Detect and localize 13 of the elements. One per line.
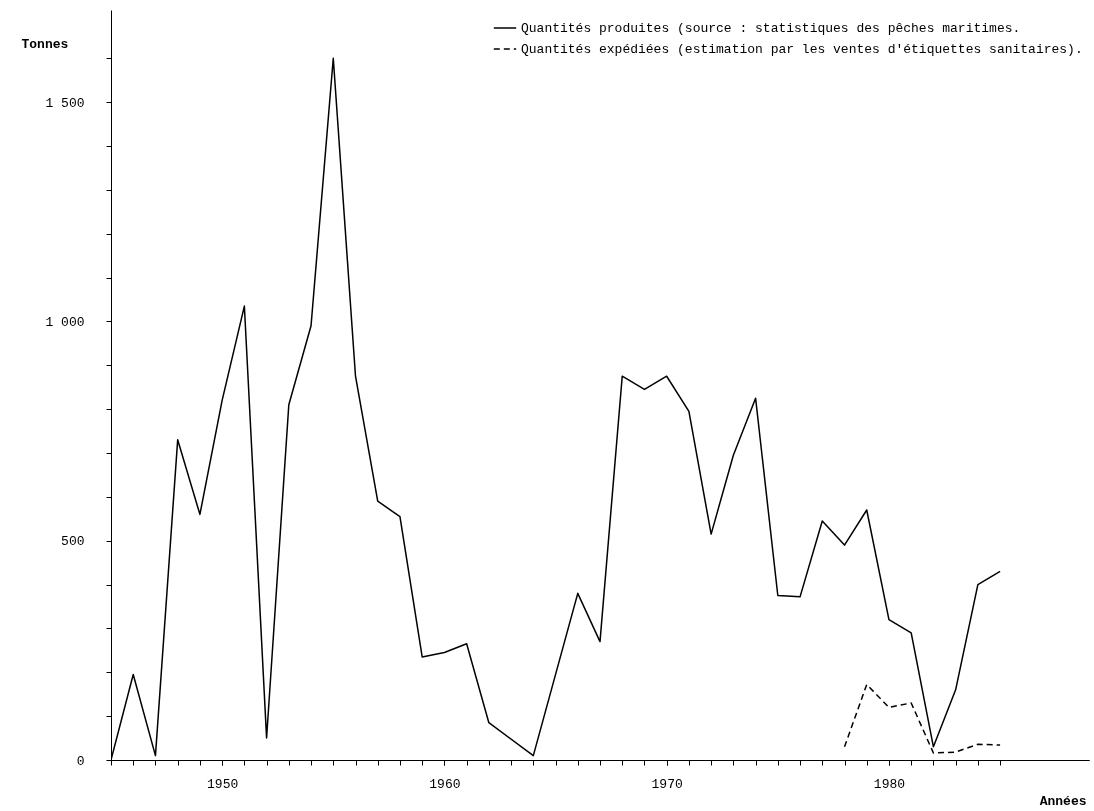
x-tick-label: 1970 [651, 776, 683, 792]
x-tick-label: 1980 [873, 776, 906, 792]
legend-label: Quantités produites (source : statistiques des pêches maritimes. [521, 21, 1021, 36]
y-tick-label: 1 000 [45, 314, 85, 330]
legend-label: Quantités expédiées (estimation par les ventes d'étiquettes sanitaires). [521, 42, 1083, 57]
x-tick-label: 1960 [429, 776, 461, 792]
y-tick-label: 500 [61, 534, 85, 550]
x-tick-label: 1950 [207, 776, 239, 792]
y-axis-title: Tonnes [21, 36, 69, 52]
line-series [843, 683, 1001, 754]
x-axis-title: Années [1039, 793, 1087, 809]
y-tick-label: 1 500 [45, 95, 85, 111]
y-tick-label: 0 [76, 753, 85, 769]
